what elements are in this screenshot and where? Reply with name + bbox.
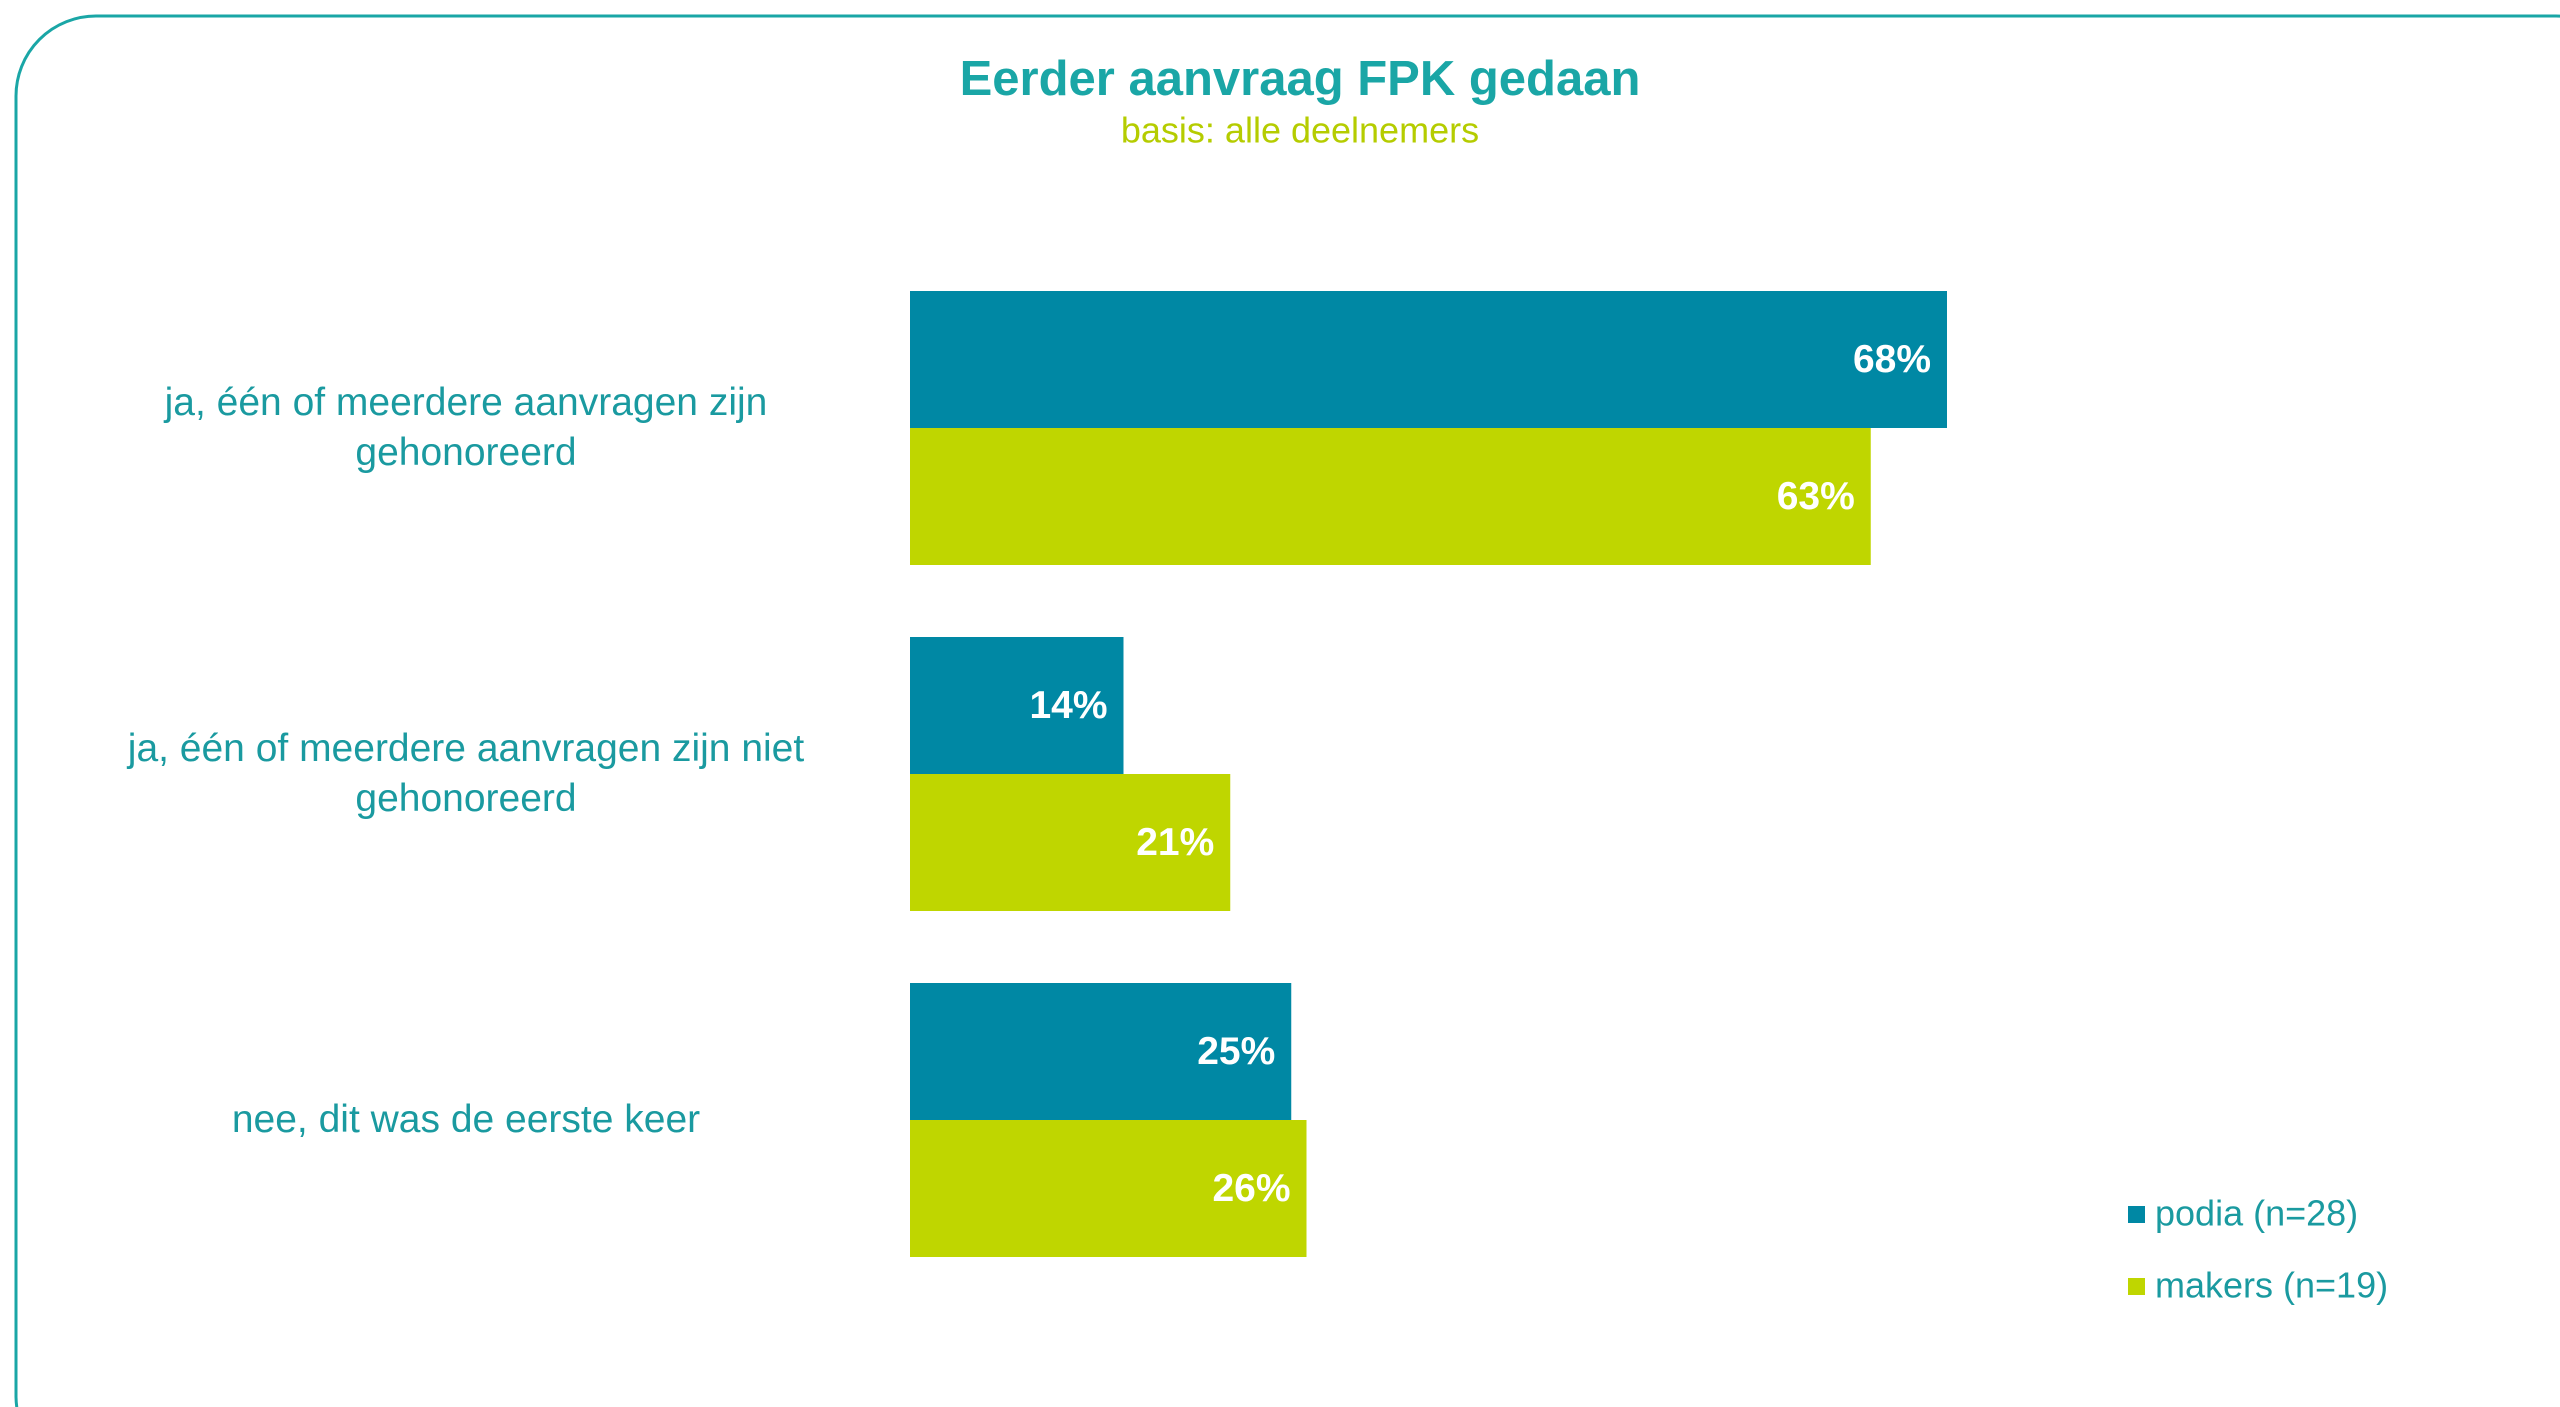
legend-label: podia (n=28)	[2155, 1193, 2358, 1234]
bar	[910, 428, 1871, 565]
bar	[910, 291, 1947, 428]
chart-title: Eerder aanvraag FPK gedaan	[960, 52, 1641, 106]
category-label: nee, dit was de eerste keer	[231, 1098, 701, 1141]
value-label: 21%	[1136, 821, 1214, 864]
value-label: 26%	[1212, 1167, 1290, 1210]
value-label: 63%	[1777, 475, 1855, 518]
value-label: 68%	[1853, 338, 1931, 381]
chart-subtitle: basis: alle deelnemers	[1121, 110, 1479, 151]
frame	[14, 14, 2560, 1407]
bar	[910, 774, 1231, 911]
value-label: 25%	[1197, 1030, 1275, 1073]
category-label: ja, één of meerdere aanvragen zijn niet …	[127, 727, 805, 820]
value-label: 14%	[1029, 684, 1107, 727]
legend-label: makers (n=19)	[2155, 1265, 2388, 1306]
category-label: ja, één of meerdere aanvragen zijn gehon…	[164, 381, 768, 474]
bar	[910, 1120, 1307, 1257]
bar	[910, 983, 1292, 1120]
legend-swatch	[2128, 1278, 2145, 1295]
bar	[910, 637, 1124, 774]
legend-swatch	[2128, 1206, 2145, 1223]
